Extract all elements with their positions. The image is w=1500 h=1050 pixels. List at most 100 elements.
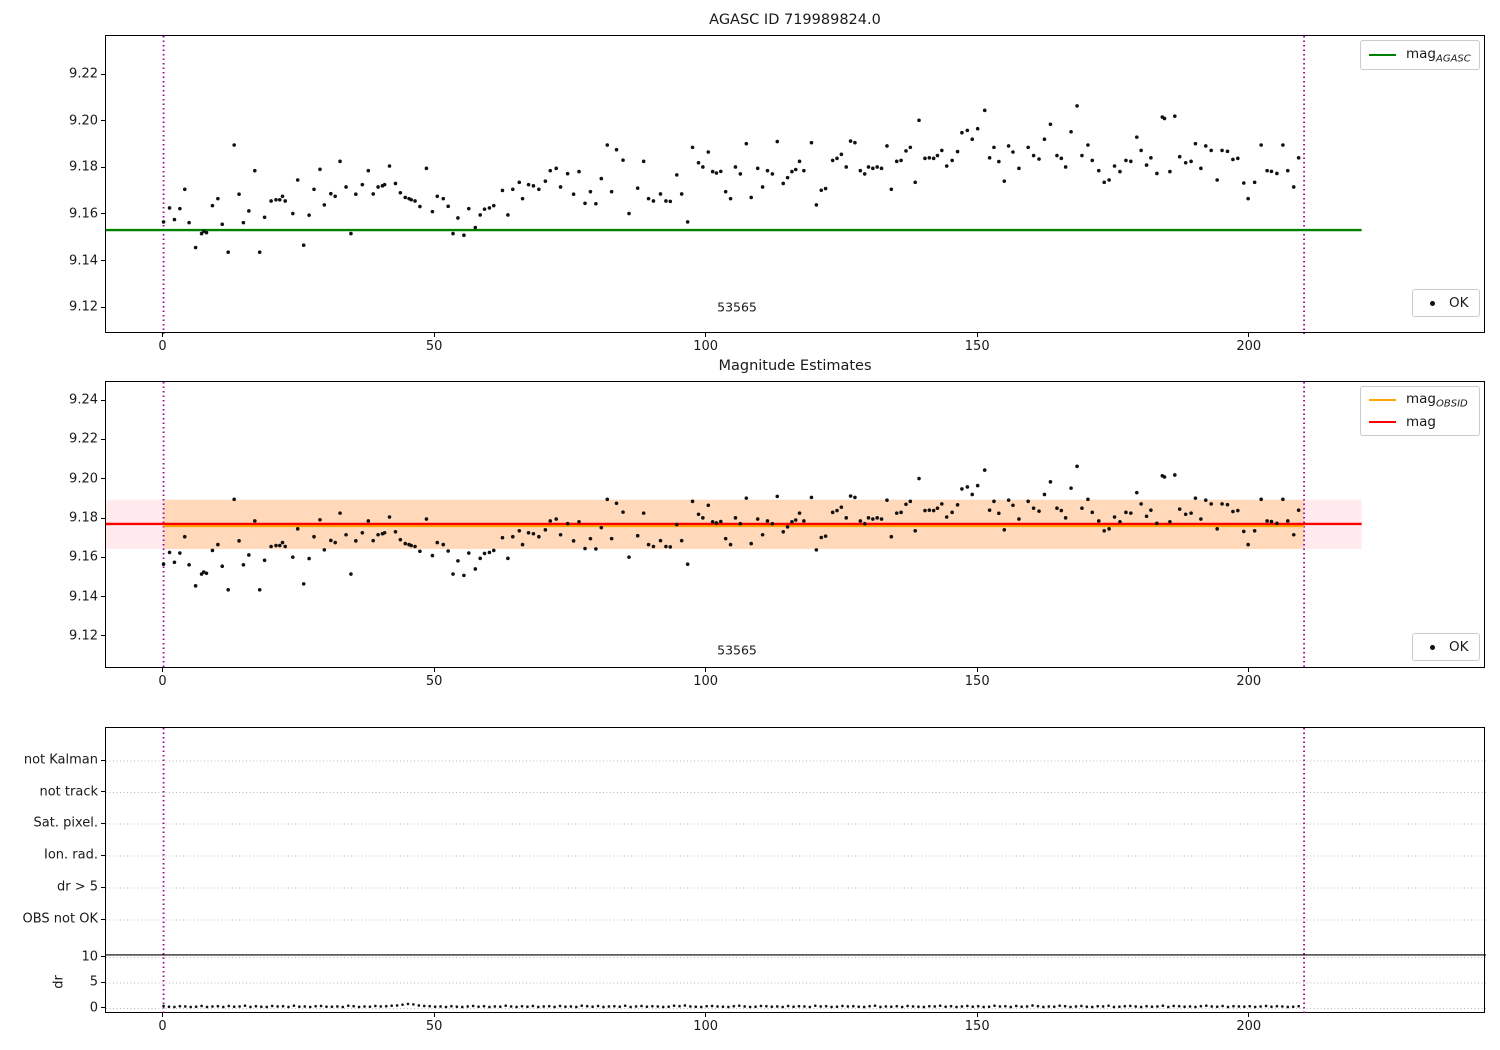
x-tick-label: 50 [425,1019,443,1034]
legend-mag-estimates: magOBSID mag [1360,386,1480,436]
x-tick-mark [1248,1013,1250,1017]
y-tick-mark [101,213,105,215]
flag-tick-mark [101,854,105,856]
y-tick-label: 9.18 [69,510,98,526]
y-tick-label: 9.14 [69,253,98,269]
y-tick-mark [101,478,105,480]
legend-mag-agasc: magAGASC [1360,40,1480,70]
y-tick-label: 9.12 [69,299,98,315]
legend-row: mag [1369,411,1471,433]
x-tick-label: 100 [693,674,719,689]
x-tick-mark [162,668,164,672]
x-tick-mark [1248,668,1250,672]
x-tick-mark [705,333,707,337]
scatter-points-ok [162,1002,1300,1009]
x-tick-mark [433,668,435,672]
panel-magnitude-estimates [105,381,1485,669]
legend-row: OK [1421,292,1471,314]
legend-ok-middle: OK [1412,633,1480,661]
x-tick-mark [976,1013,978,1017]
x-tick-label: 150 [964,674,990,689]
x-tick-label: 150 [964,339,990,354]
legend-label-mag-agasc: magAGASC [1406,45,1471,65]
y-tick-label: 9.24 [69,392,98,408]
legend-label-mag-obsid: magOBSID [1406,390,1468,410]
legend-ok-top: OK [1412,289,1480,317]
flag-tick-mark [101,759,105,761]
plot-canvas [106,36,1362,334]
x-tick-label: 150 [964,1019,990,1034]
y-tick-label: 9.22 [69,66,98,82]
y-tick-mark [101,596,105,598]
panel-flags-dr [105,727,1486,1014]
dr-tick-mark [101,1007,105,1008]
y-tick-label: 9.18 [69,159,98,175]
flag-label: not Kalman [23,752,98,768]
x-tick-label: 50 [425,674,443,689]
y-tick-mark [101,306,105,308]
flag-label: not track [39,784,98,799]
flag-label: OBS not OK [22,911,99,927]
x-tick-label: 200 [1236,1019,1262,1034]
y-tick-label: 9.14 [69,589,98,605]
legend-row: magOBSID [1369,389,1471,411]
obsid-label-middle: 53565 [717,642,757,658]
y-tick-mark [101,73,105,75]
flag-tick-mark [101,822,105,824]
plot-canvas [106,382,1362,669]
scatter-points-ok [161,104,1301,255]
y-tick-mark [101,166,105,168]
plot-canvas [106,728,1486,1014]
x-tick-label: 100 [693,339,719,354]
y-tick-label: 9.20 [69,471,98,487]
y-tick-mark [101,517,105,519]
ok-label: OK [1449,295,1469,311]
x-tick-mark [162,333,164,337]
x-tick-label: 0 [158,1019,167,1034]
y-tick-mark [101,556,105,558]
dr-tick-mark [101,981,105,983]
x-tick-label: 100 [693,1019,719,1034]
flag-tick-mark [101,886,105,888]
dr-tick-label: 10 [81,949,98,964]
orange-line-swatch [1369,399,1396,401]
obsid-label-top: 53565 [717,299,757,315]
flag-label: dr > 5 [56,879,98,895]
y-tick-label: 9.12 [69,628,98,644]
y-tick-mark [101,438,105,440]
dr-tick-label: 5 [89,974,98,990]
y-tick-label: 9.20 [69,113,98,129]
x-tick-mark [705,668,707,672]
y-tick-mark [101,635,105,637]
dr-tick-label: 0 [89,1000,98,1015]
x-tick-mark [705,1013,707,1017]
x-tick-label: 0 [158,339,167,354]
panel1-title: AGASC ID 719989824.0 [709,12,881,28]
x-tick-mark [433,333,435,337]
y-tick-mark [101,120,105,122]
dr-tick-mark [101,956,105,957]
y-tick-label: 9.22 [69,431,98,447]
x-tick-mark [976,333,978,337]
green-line-swatch [1369,54,1396,56]
flag-tick-mark [101,791,105,792]
flag-label: Ion. rad. [44,847,98,863]
panel2-title: Magnitude Estimates [718,358,872,374]
y-tick-label: 9.16 [69,206,98,222]
ok-marker-dot [1430,644,1435,650]
x-tick-label: 50 [425,339,443,354]
x-tick-mark [1248,333,1250,337]
flag-tick-mark [101,918,105,920]
flag-label: Sat. pixel. [33,815,98,831]
x-tick-label: 0 [158,674,167,689]
x-tick-label: 200 [1236,339,1262,354]
scatter-points-ok [161,464,1301,592]
ok-label: OK [1449,639,1469,655]
panel-mag-agasc [105,35,1485,334]
legend-label-mag: mag [1406,414,1436,430]
red-line-swatch [1369,421,1396,423]
x-tick-mark [976,668,978,672]
x-tick-mark [433,1013,435,1017]
y-tick-mark [101,399,105,401]
